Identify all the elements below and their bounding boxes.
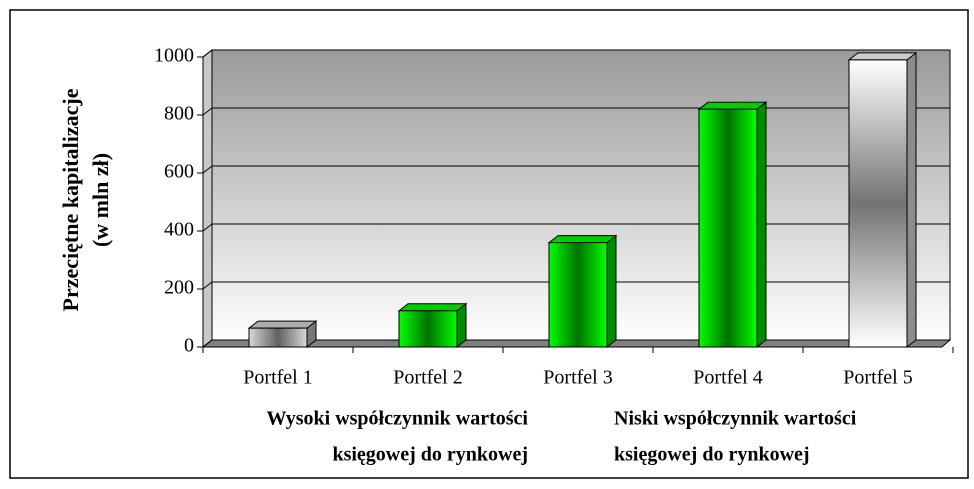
grid-line-side [202,223,213,232]
bar-top [547,235,618,244]
bar [248,327,308,348]
y-tick-label: 0 [184,335,194,357]
bar [698,108,758,348]
bar-top [697,101,768,110]
grid-line-side [202,49,213,58]
y-tick-label: 400 [164,219,194,241]
annotation: księgowej do rynkowej [332,444,528,466]
y-tick-label: 800 [164,103,194,125]
y-tick-label: 200 [164,277,194,299]
y-tick-label: 600 [164,161,194,183]
y-tick-label: 1000 [154,45,194,67]
bar-side [606,234,617,349]
x-tick-label: Portfel 1 [243,367,312,389]
y-label: Przeciętne kapitalizacje (w mln zł) [58,88,113,311]
bar-top [247,320,318,329]
annotation: Niski współczynnik wartości [614,408,857,430]
bar-top [397,303,468,312]
grid-line-side [202,281,213,290]
bar-side [756,101,767,349]
x-tick-label: Portfel 4 [693,367,762,389]
y-label-line: Przeciętne kapitalizacje [58,88,83,311]
x-tick-label: Portfel 2 [393,367,462,389]
bar-top [847,52,918,61]
x-tick-label: Portfel 3 [543,367,612,389]
annotation: księgowej do rynkowej [614,444,810,466]
bar [398,310,458,348]
grid-line-side [202,339,213,348]
x-tick-label: Portfel 5 [843,367,912,389]
grid-line-side [202,165,213,174]
side-wall [202,48,213,349]
y-label-line: (w mln zł) [88,153,113,247]
bar [848,59,908,348]
bar [548,242,608,348]
bar-side [906,51,917,349]
grid-line-side [202,107,213,116]
annotation: Wysoki współczynnik wartości [266,408,528,430]
